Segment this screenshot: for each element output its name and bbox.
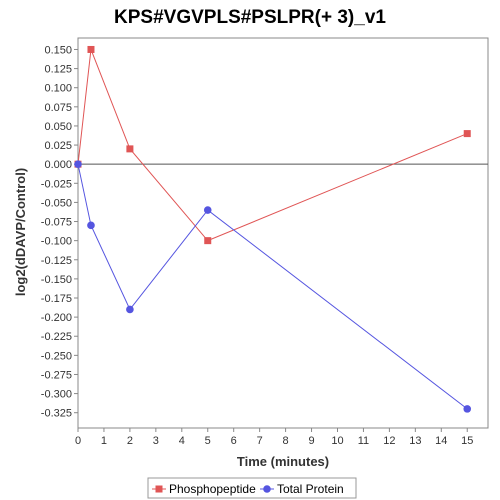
x-tick-label: 9: [308, 435, 314, 447]
legend-marker: [155, 485, 163, 493]
y-tick-label: 0.150: [44, 44, 72, 56]
x-tick-label: 4: [179, 435, 185, 447]
x-axis: 0 1 2 3 4 5 6 7 8 9 10 11 12 13 14 15: [75, 428, 473, 447]
y-tick-label: -0.175: [41, 293, 72, 305]
data-point: [87, 221, 95, 230]
data-point: [463, 405, 472, 413]
data-point: [203, 206, 212, 214]
x-tick-label: 3: [153, 435, 159, 447]
y-tick-label: 0.050: [44, 121, 72, 133]
x-tick-label: 10: [331, 435, 343, 447]
x-tick-label: 0: [75, 435, 81, 447]
x-tick-label: 14: [435, 435, 447, 447]
y-tick-label: -0.150: [41, 274, 72, 286]
y-tick-label: -0.200: [41, 312, 72, 324]
plot-area: 0.150 0.125 0.100 0.075 0.050 0.025 0.000 -0.02…: [41, 37, 489, 447]
y-tick-label: -0.125: [41, 255, 72, 267]
legend-box: [147, 477, 357, 499]
y-tick-label: 0.025: [44, 140, 72, 152]
y-tick-label: 0.075: [44, 102, 72, 114]
y-tick-label: -0.250: [41, 350, 72, 362]
y-tick-label: -0.300: [41, 389, 72, 401]
data-point: [463, 130, 471, 138]
x-tick-label: 1: [101, 435, 107, 447]
data-point: [204, 237, 212, 245]
y-tick-label: 0.100: [44, 83, 72, 95]
y-axis: 0.150 0.125 0.100 0.075 0.050 0.025 0.000 -0.02…: [41, 44, 78, 420]
data-point: [87, 45, 95, 53]
x-tick-label: 8: [283, 435, 289, 447]
y-tick-label: 0.125: [44, 64, 72, 76]
x-axis-label: Time (minutes): [237, 454, 329, 469]
x-tick-label: 7: [257, 435, 263, 447]
y-tick-label: -0.225: [41, 331, 72, 343]
y-tick-label: -0.275: [41, 369, 72, 381]
x-tick-label: 13: [409, 435, 421, 447]
x-tick-label: 2: [127, 435, 133, 447]
data-point: [126, 305, 134, 314]
y-tick-label: -0.025: [41, 178, 72, 190]
legend-marker: [263, 485, 271, 493]
x-tick-label: 12: [383, 435, 395, 447]
x-tick-label: 6: [231, 435, 237, 447]
legend: Phosphopeptide Total Protein: [147, 477, 357, 499]
x-tick-label: 5: [205, 435, 211, 447]
y-tick-label: -0.050: [41, 197, 72, 209]
legend-entry: Total Protein: [277, 482, 344, 496]
data-point: [74, 160, 82, 168]
y-axis-label: log2(dDAVP/Control): [13, 168, 28, 296]
legend-entry: Phosphopeptide: [169, 482, 256, 496]
series-layer: [74, 45, 472, 413]
data-point: [126, 145, 134, 153]
y-tick-label: -0.325: [41, 408, 72, 420]
chart-title: KPS#VGVPLS#PSLPR(+ 3)_v1: [114, 7, 386, 28]
plot-frame: [77, 37, 489, 429]
y-tick-label: -0.100: [41, 236, 72, 248]
y-tick-label: -0.075: [41, 217, 72, 229]
x-tick-label: 11: [358, 435, 369, 447]
y-tick-label: 0.000: [44, 159, 72, 171]
x-tick-label: 15: [461, 435, 473, 447]
